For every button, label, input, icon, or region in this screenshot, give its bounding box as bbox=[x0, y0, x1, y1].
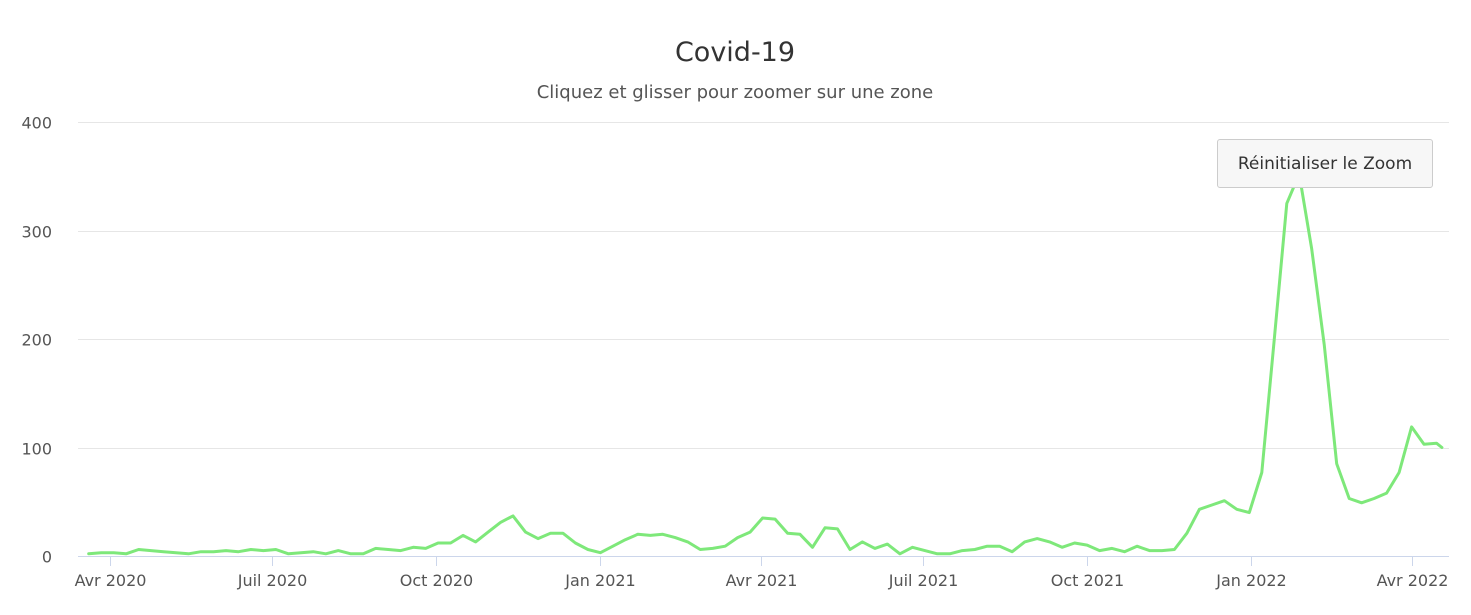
x-tick-label: Avr 2022 bbox=[1377, 571, 1449, 590]
x-tick-label: Avr 2021 bbox=[726, 571, 798, 590]
x-tick-label: Juil 2021 bbox=[888, 571, 959, 590]
x-tick-label: Jan 2021 bbox=[564, 571, 635, 590]
x-tick-label: Oct 2020 bbox=[400, 571, 473, 590]
y-tick-label: 200 bbox=[21, 331, 52, 350]
y-tick-label: 400 bbox=[21, 114, 52, 133]
y-tick-label: 0 bbox=[42, 548, 52, 567]
chart-subtitle: Cliquez et glisser pour zoomer sur une z… bbox=[537, 82, 934, 103]
x-axis-ticks: Avr 2020 Juil 2020 Oct 2020 Jan 2021 Avr 202… bbox=[75, 556, 1449, 590]
y-tick-label: 100 bbox=[21, 440, 52, 459]
y-gridlines bbox=[78, 122, 1449, 449]
x-tick-label: Oct 2021 bbox=[1051, 571, 1124, 590]
x-tick-label: Juil 2020 bbox=[237, 571, 308, 590]
y-tick-label: 300 bbox=[21, 223, 52, 242]
chart-title: Covid-19 bbox=[675, 37, 795, 68]
x-tick-label: Jan 2022 bbox=[1215, 571, 1286, 590]
reset-zoom-button[interactable]: Réinitialiser le Zoom bbox=[1217, 139, 1433, 188]
y-axis-ticks: 0 100 200 300 400 bbox=[21, 114, 52, 567]
series-line[interactable] bbox=[87, 172, 1444, 556]
x-tick-label: Avr 2020 bbox=[75, 571, 147, 590]
